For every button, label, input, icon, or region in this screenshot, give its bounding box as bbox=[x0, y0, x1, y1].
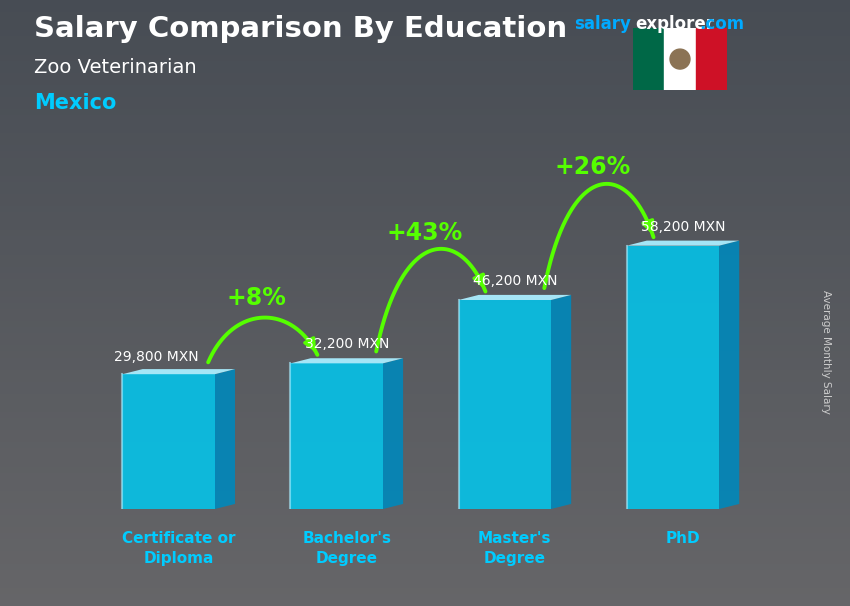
Polygon shape bbox=[383, 358, 403, 509]
Text: Master's
Degree: Master's Degree bbox=[478, 531, 552, 566]
FancyBboxPatch shape bbox=[122, 374, 215, 509]
Text: Mexico: Mexico bbox=[34, 93, 116, 113]
Text: 58,200 MXN: 58,200 MXN bbox=[641, 220, 725, 234]
Polygon shape bbox=[291, 358, 403, 364]
Text: +43%: +43% bbox=[387, 221, 462, 245]
Polygon shape bbox=[719, 241, 740, 509]
Text: .com: .com bbox=[700, 15, 745, 33]
Text: Certificate or
Diploma: Certificate or Diploma bbox=[122, 531, 235, 566]
Bar bbox=[695, 28, 727, 90]
Text: 29,800 MXN: 29,800 MXN bbox=[114, 350, 199, 364]
Polygon shape bbox=[626, 241, 740, 245]
Bar bbox=[665, 28, 695, 90]
FancyBboxPatch shape bbox=[626, 245, 719, 509]
Text: Zoo Veterinarian: Zoo Veterinarian bbox=[34, 58, 196, 76]
Text: PhD: PhD bbox=[666, 531, 700, 546]
Text: salary: salary bbox=[574, 15, 631, 33]
Text: 32,200 MXN: 32,200 MXN bbox=[304, 338, 389, 351]
Polygon shape bbox=[215, 369, 235, 509]
Polygon shape bbox=[551, 295, 571, 509]
Text: explorer: explorer bbox=[635, 15, 714, 33]
Text: +8%: +8% bbox=[227, 286, 286, 310]
Text: Salary Comparison By Education: Salary Comparison By Education bbox=[34, 15, 567, 43]
Bar bbox=[633, 28, 665, 90]
FancyBboxPatch shape bbox=[458, 300, 551, 509]
FancyBboxPatch shape bbox=[291, 364, 383, 509]
Text: 46,200 MXN: 46,200 MXN bbox=[473, 274, 557, 288]
Text: Average Monthly Salary: Average Monthly Salary bbox=[821, 290, 831, 413]
Polygon shape bbox=[122, 369, 235, 374]
Text: Bachelor's
Degree: Bachelor's Degree bbox=[303, 531, 391, 566]
Circle shape bbox=[670, 49, 690, 69]
Polygon shape bbox=[458, 295, 571, 300]
Text: +26%: +26% bbox=[554, 155, 631, 179]
